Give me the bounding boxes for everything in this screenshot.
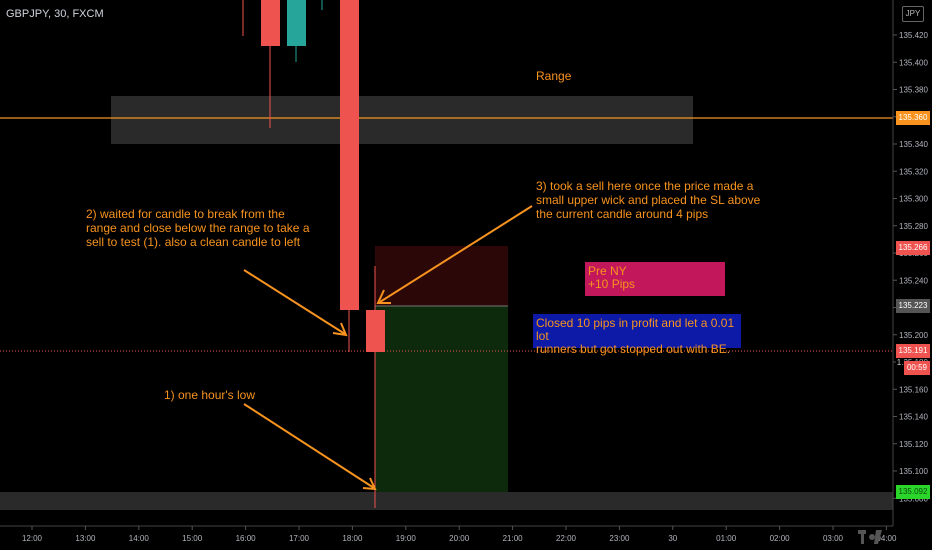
time-tick-label: 02:00 xyxy=(770,534,791,543)
time-tick-label: 17:00 xyxy=(289,534,310,543)
result-line: Closed 10 pips in profit and let a 0.01 … xyxy=(536,316,735,343)
take-profit-zone xyxy=(375,306,508,492)
symbol-label[interactable]: GBPJPY, 30, FXCM xyxy=(6,8,104,20)
note-1[interactable]: 1) one hour's low xyxy=(164,388,256,402)
price-tick-label: 135.300 xyxy=(899,195,928,204)
time-tick-label: 16:00 xyxy=(236,534,257,543)
price-tick-label: 135.140 xyxy=(899,413,928,422)
price-tag-current: 135.191 xyxy=(896,344,930,358)
time-axis-ticks: 12:00 13:00 14:00 15:00 16:00 17:00 18:00 19:00… xyxy=(22,526,897,543)
time-tick-label: 20:00 xyxy=(449,534,470,543)
range-label[interactable]: Range xyxy=(536,69,572,83)
pre-ny-box[interactable]: Pre NY +10 Pips xyxy=(585,262,725,296)
time-tick-label: 12:00 xyxy=(22,534,43,543)
time-tick-label: 03:00 xyxy=(823,534,844,543)
note-2-line: 2) waited for candle to break from the xyxy=(86,207,285,221)
price-tag-entry: 135.223 xyxy=(896,299,930,313)
stop-loss-zone xyxy=(375,246,508,306)
result-box[interactable]: Closed 10 pips in profit and let a 0.01 … xyxy=(533,314,741,356)
time-tick-label: 14:00 xyxy=(129,534,150,543)
price-tick-label: 135.280 xyxy=(899,222,928,231)
time-tick-label: 01:00 xyxy=(716,534,737,543)
time-tick-label: 22:00 xyxy=(556,534,577,543)
tv-logo-icon xyxy=(858,530,882,544)
pre-ny-line: Pre NY xyxy=(588,264,627,278)
note-2-line: sell to test (1). also a clean candle to… xyxy=(86,235,301,249)
note-3[interactable]: 3) took a sell here once the price made … xyxy=(536,179,760,221)
arrow-note2 xyxy=(243,269,348,337)
price-tick-label: 135.160 xyxy=(899,385,928,394)
candle-body-bull[interactable] xyxy=(287,0,306,46)
price-tick-label: 135.340 xyxy=(899,140,928,149)
currency-badge[interactable]: JPY xyxy=(902,6,924,22)
price-tick-label: 135.200 xyxy=(899,331,928,340)
time-tick-label: 23:00 xyxy=(609,534,630,543)
price-tag-stop-loss: 135.266 xyxy=(896,241,930,255)
candle-body-bear[interactable] xyxy=(340,0,359,310)
candle-body-bear[interactable] xyxy=(261,0,280,46)
note-3-line: the current candle around 4 pips xyxy=(536,207,709,221)
arrow-note1 xyxy=(243,403,377,491)
range-zone xyxy=(111,96,693,144)
price-tag-range: 135.360 xyxy=(896,111,930,125)
result-line: runners but got stopped out with BE. xyxy=(536,342,731,356)
time-tick-label: 13:00 xyxy=(75,534,96,543)
time-tick-label: 30 xyxy=(668,534,677,543)
candle-body-bear[interactable] xyxy=(366,310,385,352)
price-tag-take-profit: 135.092 xyxy=(896,485,930,499)
arrow-note3 xyxy=(376,205,533,304)
countdown-tag: 00:59 xyxy=(904,361,930,375)
price-tick-label: 135.420 xyxy=(899,31,928,40)
note-2-line: range and close below the range to take … xyxy=(86,221,310,235)
price-tick-label: 135.400 xyxy=(899,58,928,67)
time-tick-label: 18:00 xyxy=(342,534,363,543)
price-tag-hidden: 1 xyxy=(896,358,902,368)
price-tick-label: 135.380 xyxy=(899,86,928,95)
note-2[interactable]: 2) waited for candle to break from the r… xyxy=(86,207,310,249)
note-3-line: 3) took a sell here once the price made … xyxy=(536,179,754,193)
time-tick-label: 15:00 xyxy=(182,534,203,543)
pre-ny-line: +10 Pips xyxy=(588,277,636,291)
note-3-line: small upper wick and placed the SL above xyxy=(536,193,761,207)
price-tick-label: 135.100 xyxy=(899,467,928,476)
low-zone xyxy=(0,492,893,510)
price-tick-label: 135.240 xyxy=(899,276,928,285)
time-tick-label: 19:00 xyxy=(396,534,417,543)
price-axis[interactable] xyxy=(893,0,932,526)
time-tick-label: 04:00 xyxy=(876,534,897,543)
time-tick-label: 21:00 xyxy=(503,534,524,543)
price-tick-label: 135.120 xyxy=(899,440,928,449)
price-tick-label: 135.320 xyxy=(899,167,928,176)
